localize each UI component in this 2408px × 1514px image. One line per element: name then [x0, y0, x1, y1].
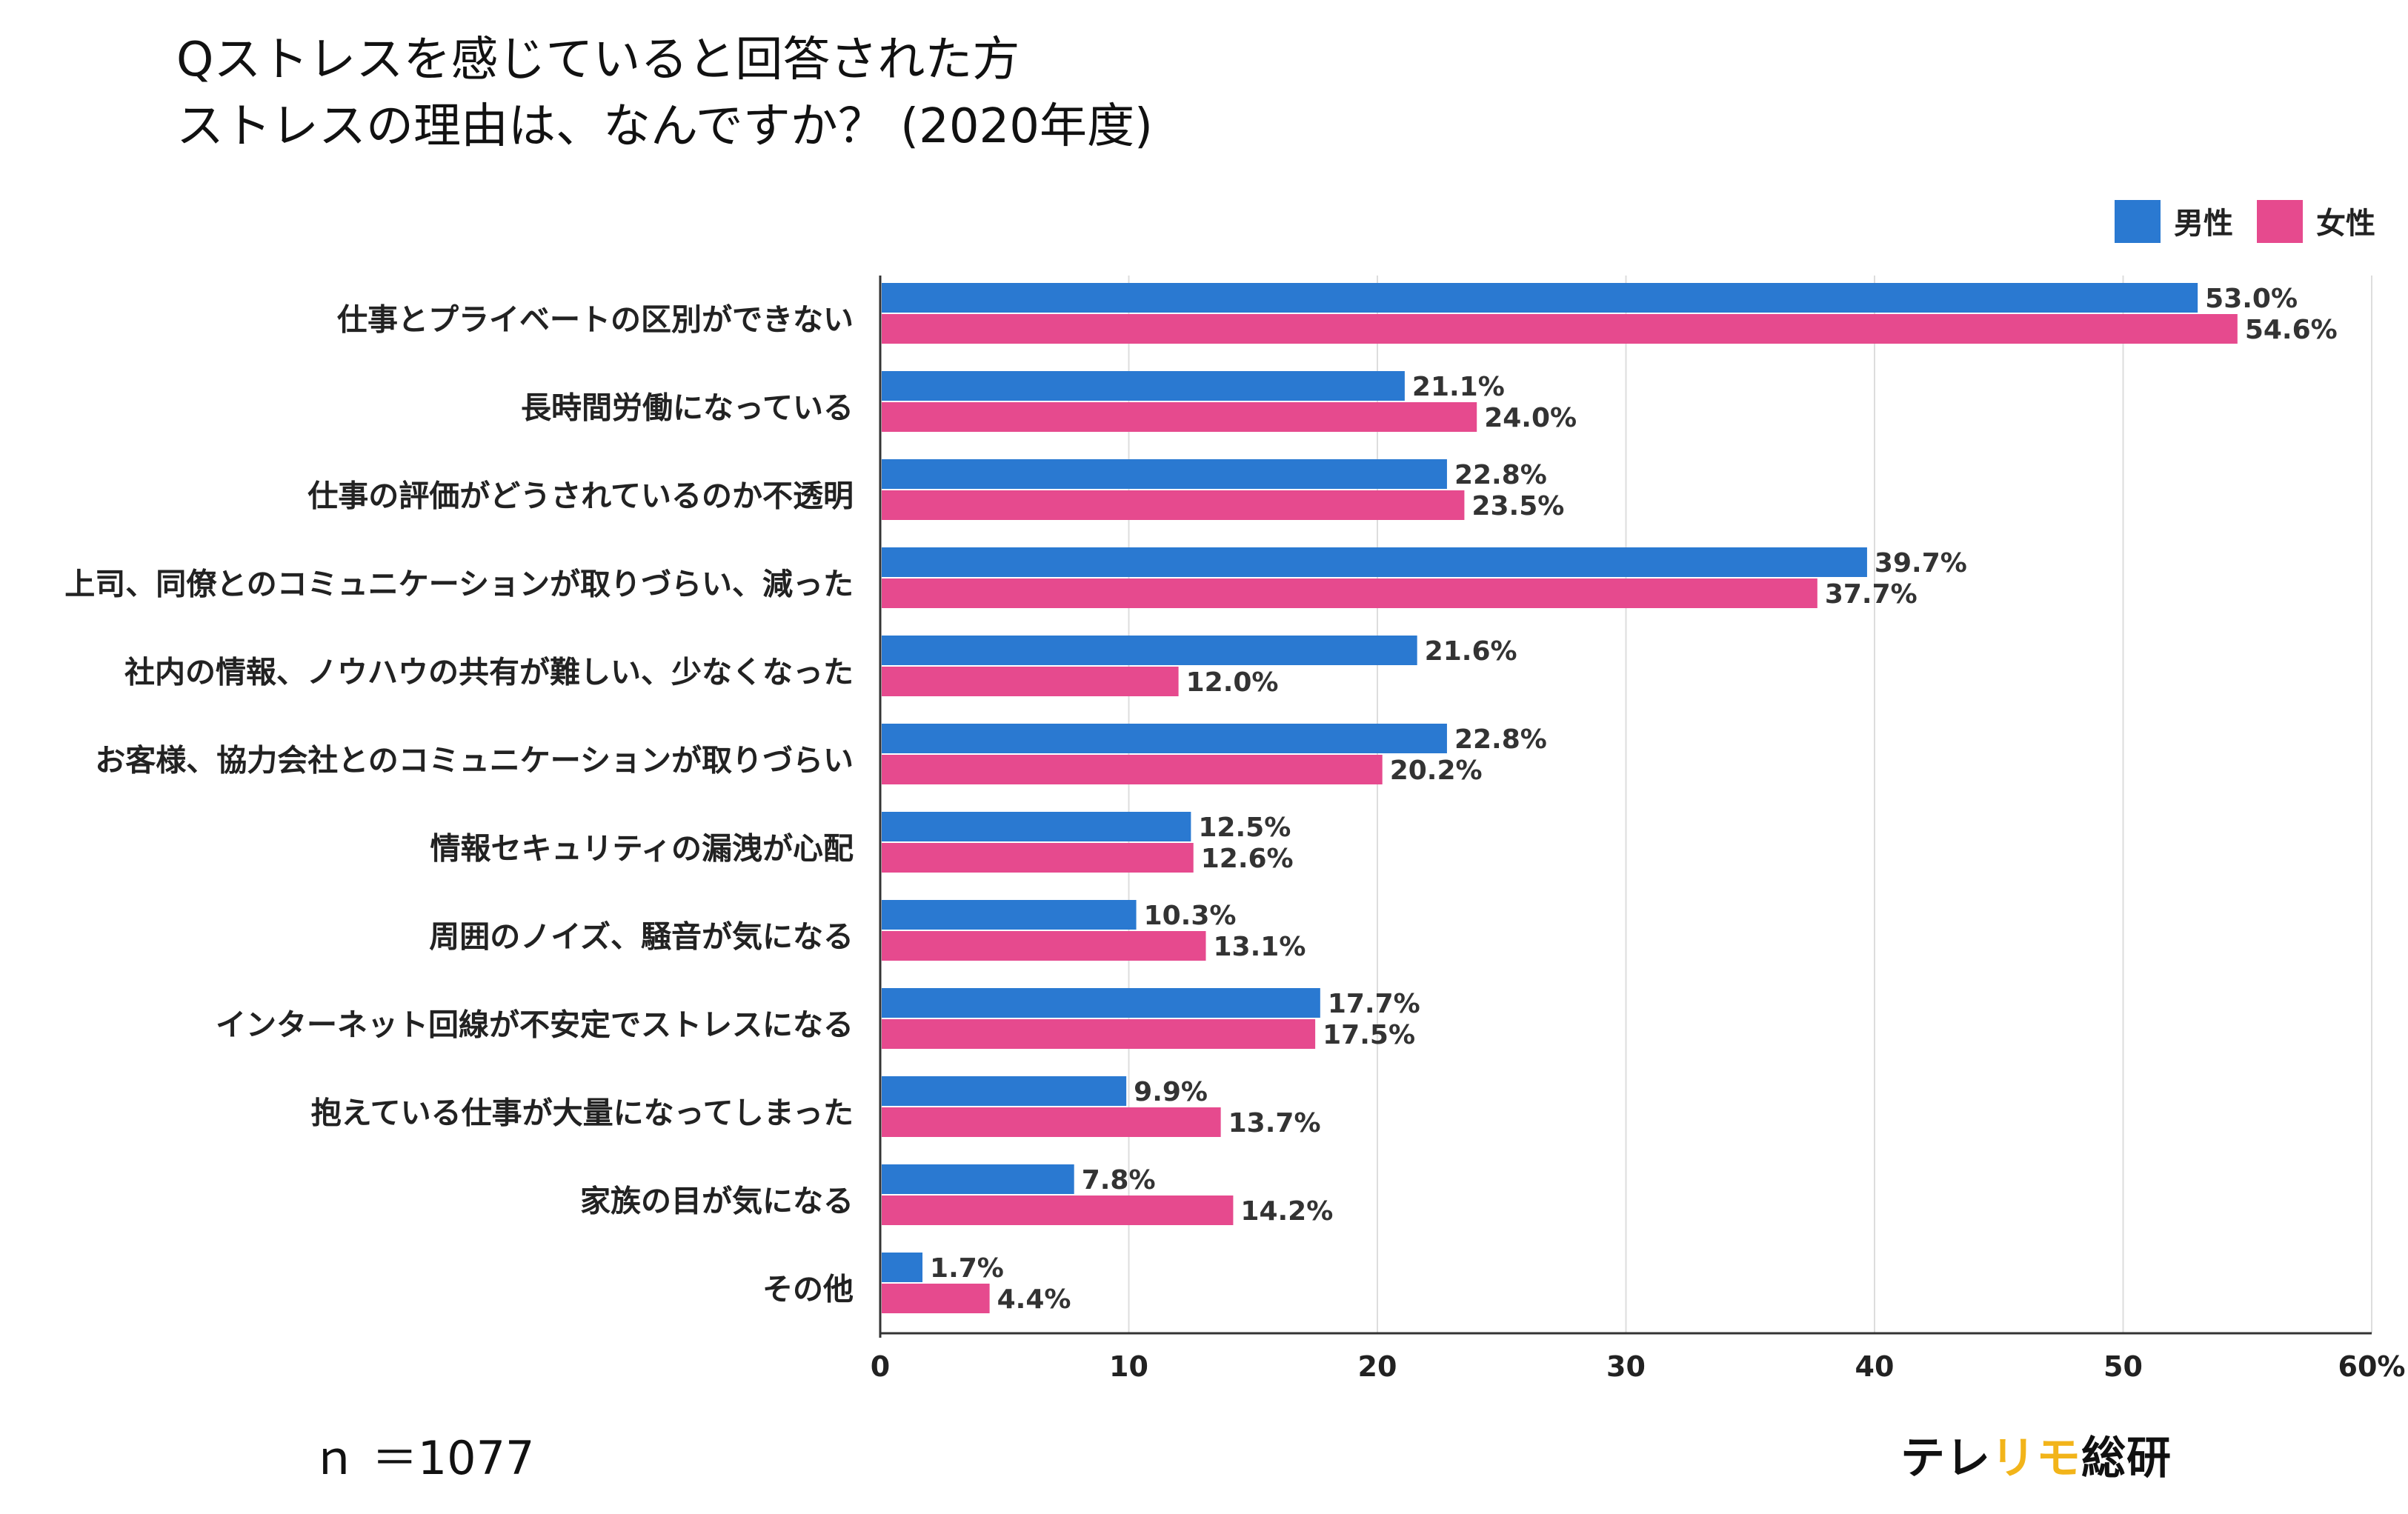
category-label: 抱えている仕事が大量になってしまった — [311, 1096, 854, 1131]
brand-logo: テレリモ総研 — [1900, 1422, 2172, 1487]
grid-layer — [1128, 276, 2372, 1333]
bar-male — [882, 283, 2198, 313]
bar-male — [882, 1164, 1074, 1194]
data-label-female: 14.2% — [1240, 1196, 1333, 1227]
bar-male — [882, 988, 1320, 1018]
axis-layer: 0 10 20 30 40 50 60% — [871, 276, 2406, 1383]
bar-female — [882, 755, 1383, 784]
data-label-female: 24.0% — [1484, 403, 1577, 433]
bar-male — [882, 459, 1447, 489]
bar-male — [882, 636, 1417, 665]
sample-size-note: ｎ ＝1077 — [311, 1431, 535, 1485]
logo-text-accent: リモ — [1991, 1433, 2081, 1484]
bar-male — [882, 900, 1137, 930]
bar-male — [882, 1076, 1127, 1106]
labels-layer: 仕事とプライベートの区別ができない 53.0%54.6% 長時間労働になっている 21… — [64, 284, 2338, 1315]
data-label-female: 23.5% — [1471, 491, 1564, 521]
bar-female — [882, 578, 1817, 608]
bar-male — [882, 724, 1447, 753]
category-label: お客様、協力会社とのコミュニケーションが取りづらい — [95, 743, 854, 778]
bar-female — [882, 314, 2238, 344]
category-label: その他 — [762, 1272, 854, 1307]
data-label-female: 37.7% — [1825, 579, 1918, 610]
bar-female — [882, 931, 1206, 961]
legend-label-female: 女性 — [2316, 207, 2375, 241]
data-label-male: 17.7% — [1328, 989, 1420, 1019]
data-label-female: 12.6% — [1201, 844, 1294, 874]
data-label-male: 39.7% — [1875, 548, 1967, 578]
x-tick-label: 50 — [2103, 1350, 2143, 1383]
logo-text-main: テレ — [1900, 1433, 1991, 1484]
bar-male — [882, 1253, 923, 1282]
x-tick-label: 40 — [1855, 1350, 1895, 1383]
data-label-male: 21.1% — [1412, 372, 1505, 402]
data-label-female: 4.4% — [997, 1284, 1071, 1315]
bar-male — [882, 812, 1191, 841]
x-tick-label: 0 — [871, 1350, 890, 1383]
logo-text-tail: 総研 — [2081, 1433, 2172, 1484]
data-label-female: 17.5% — [1323, 1020, 1415, 1050]
category-label: インターネット回線が不安定でストレスになる — [216, 1007, 854, 1043]
bar-male — [882, 547, 1867, 577]
data-label-male: 22.8% — [1454, 460, 1547, 490]
data-label-male: 10.3% — [1144, 901, 1237, 931]
bar-female — [882, 1107, 1221, 1137]
category-label: 社内の情報、ノウハウの共有が難しい、少なくなった — [124, 655, 854, 690]
bar-female — [882, 1195, 1234, 1225]
x-tick-label: 60% — [2338, 1350, 2406, 1383]
data-label-male: 9.9% — [1134, 1077, 1208, 1107]
data-label-male: 53.0% — [2205, 284, 2298, 314]
x-tick-label: 20 — [1358, 1350, 1397, 1383]
category-label: 家族の目が気になる — [580, 1184, 854, 1219]
x-tick-label: 30 — [1606, 1350, 1646, 1383]
bar-female — [882, 843, 1194, 873]
bar-female — [882, 667, 1179, 696]
bars-layer — [882, 283, 2238, 1313]
category-label: 長時間労働になっている — [521, 390, 854, 426]
data-label-male: 22.8% — [1454, 724, 1547, 755]
chart-title-line-1: Qストレスを感じていると回答された方 — [176, 33, 1020, 87]
data-label-female: 12.0% — [1186, 667, 1279, 698]
bar-male — [882, 371, 1405, 401]
bar-female — [882, 1019, 1316, 1049]
chart-title: Qストレスを感じていると回答された方 ストレスの理由は、なんですか？ (2020… — [176, 27, 1153, 160]
data-label-male: 12.5% — [1198, 813, 1291, 843]
legend-swatch-female — [2257, 200, 2303, 243]
category-label: 仕事の評価がどうされているのか不透明 — [307, 478, 854, 514]
data-label-male: 21.6% — [1425, 636, 1517, 667]
category-label: 仕事とプライベートの区別ができない — [337, 302, 854, 338]
data-label-female: 54.6% — [2245, 315, 2338, 345]
data-label-female: 13.1% — [1214, 932, 1306, 962]
legend-swatch-male — [2115, 200, 2161, 243]
legend: 男性 女性 — [2115, 200, 2375, 243]
data-label-female: 13.7% — [1228, 1108, 1321, 1138]
chart-title-line-2: ストレスの理由は、なんですか？ (2020年度) — [176, 99, 1153, 154]
legend-label-male: 男性 — [2174, 207, 2233, 241]
data-label-female: 20.2% — [1390, 756, 1483, 786]
category-label: 周囲のノイズ、騒音が気になる — [429, 919, 854, 955]
data-label-male: 7.8% — [1082, 1165, 1156, 1195]
category-label: 上司、同僚とのコミュニケーションが取りづらい、減った — [64, 567, 854, 602]
data-label-male: 1.7% — [930, 1253, 1004, 1284]
bar-female — [882, 1284, 990, 1313]
category-label: 情報セキュリティの漏洩が心配 — [430, 831, 854, 867]
x-tick-label: 10 — [1109, 1350, 1148, 1383]
bar-female — [882, 402, 1477, 432]
bar-female — [882, 490, 1465, 520]
